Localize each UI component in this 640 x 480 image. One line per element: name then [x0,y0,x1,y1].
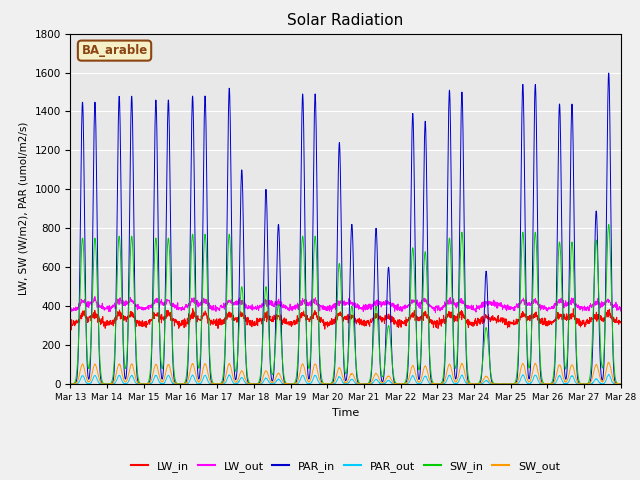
Legend: LW_in, LW_out, PAR_in, PAR_out, SW_in, SW_out: LW_in, LW_out, PAR_in, PAR_out, SW_in, S… [127,457,564,477]
LW_out [362,304,369,310]
SW_in [374,312,381,318]
LW_in [374,313,381,319]
PAR_out [568,373,576,379]
PAR_out [506,381,513,387]
Line: PAR_out: PAR_out [70,374,621,384]
PAR_out [374,377,381,383]
PAR_in [568,105,576,111]
SW_in [67,381,74,387]
LW_in [221,317,228,323]
LW_in [362,322,370,328]
SW_out [568,362,576,368]
SW_in [568,240,576,246]
PAR_out [220,381,228,386]
PAR_in [584,381,591,387]
LW_in [506,321,514,326]
SW_out [362,381,369,387]
Line: SW_out: SW_out [70,362,621,384]
LW_out [220,303,228,309]
SW_in [584,381,591,386]
Line: LW_out: LW_out [70,297,621,312]
Line: SW_in: SW_in [70,225,621,384]
LW_in [569,312,577,317]
LW_out [374,298,381,303]
SW_in [500,381,508,387]
LW_in [189,306,196,312]
PAR_out [617,381,625,387]
SW_out [605,360,612,365]
PAR_out [67,381,74,387]
SW_out [584,381,591,387]
Y-axis label: LW, SW (W/m2), PAR (umol/m2/s): LW, SW (W/m2), PAR (umol/m2/s) [19,122,29,296]
SW_out [67,381,74,386]
PAR_out [67,381,74,387]
SW_in [220,365,228,371]
SW_in [506,381,513,387]
X-axis label: Time: Time [332,408,359,418]
SW_out [506,381,513,387]
PAR_out [584,381,591,387]
SW_in [617,381,625,387]
PAR_in [362,381,369,387]
LW_out [617,308,625,313]
LW_in [584,319,592,325]
PAR_in [506,381,513,387]
SW_in [362,381,369,387]
PAR_out [605,372,612,377]
PAR_in [500,381,508,387]
LW_in [67,324,74,329]
PAR_in [220,373,228,379]
Line: LW_in: LW_in [70,309,621,330]
SW_out [374,372,381,378]
LW_in [617,320,625,326]
Line: PAR_in: PAR_in [70,73,621,384]
LW_out [584,306,592,312]
PAR_in [67,381,74,387]
PAR_out [362,381,369,387]
LW_out [569,297,577,303]
Text: BA_arable: BA_arable [81,44,148,57]
Title: Solar Radiation: Solar Radiation [287,13,404,28]
LW_out [67,307,74,313]
SW_out [617,381,625,387]
LW_out [91,294,99,300]
SW_in [605,222,612,228]
LW_in [67,327,75,333]
SW_out [220,379,228,384]
PAR_in [617,381,625,387]
PAR_in [374,254,381,260]
SW_out [67,381,74,387]
LW_out [506,304,514,310]
LW_out [431,310,439,315]
PAR_in [605,70,612,76]
